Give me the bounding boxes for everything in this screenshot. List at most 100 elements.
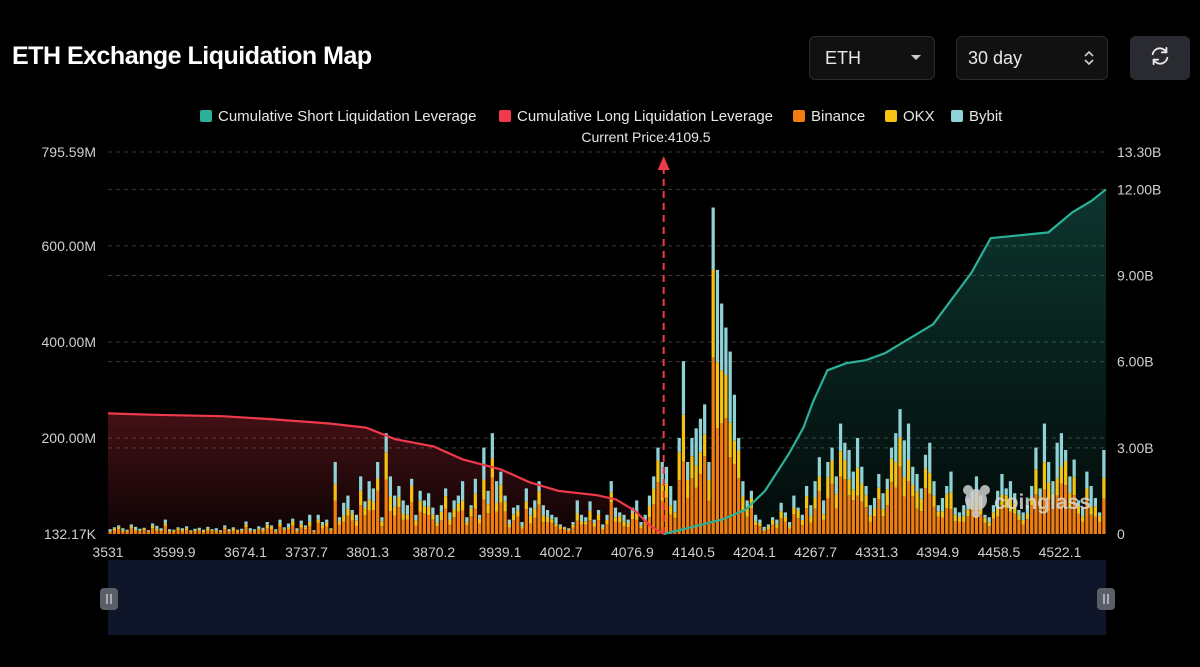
range-select[interactable]: 30 day <box>956 36 1108 80</box>
asset-select[interactable]: ETH <box>809 36 935 80</box>
bar-segment-okx <box>384 452 388 480</box>
bar-segment-binance <box>401 519 405 534</box>
bar-segment-okx <box>694 465 698 488</box>
bar-segment-binance <box>299 527 303 534</box>
bar-segment-bybit <box>707 461 711 480</box>
bar-segment-okx <box>337 521 342 525</box>
bar-segment-bybit <box>1000 473 1004 495</box>
bar-segment-okx <box>537 491 541 505</box>
bar-segment-okx <box>278 523 282 527</box>
bar-segment-binance <box>860 501 864 534</box>
bar-segment-bybit <box>371 488 376 502</box>
bar-segment-bybit <box>584 517 588 522</box>
legend-bybit[interactable]: Bybit <box>951 108 1003 125</box>
bar-segment-binance <box>902 496 906 534</box>
bar-segment-binance <box>456 511 460 534</box>
bar-segment-bybit <box>571 522 575 525</box>
bar-segment-okx <box>826 477 830 498</box>
bar-segment-okx <box>732 440 737 465</box>
bar-segment-binance <box>745 516 749 534</box>
legend-binance[interactable]: Binance <box>793 108 865 125</box>
bar-segment-binance <box>881 516 885 534</box>
bar-segment-binance <box>490 477 494 534</box>
bar-segment-bybit <box>643 514 647 520</box>
bar-segment-okx <box>448 519 452 525</box>
bar-segment-okx <box>567 529 571 532</box>
zoom-handle-right[interactable] <box>1097 588 1115 610</box>
bar-segment-binance <box>333 500 337 534</box>
zoom-handle-left[interactable] <box>100 588 118 610</box>
bar-segment-okx <box>1013 503 1017 514</box>
bar-segment-bybit <box>1068 476 1072 494</box>
bar-segment-okx <box>915 491 919 509</box>
bar-segment-bybit <box>698 418 703 453</box>
bar-segment-bybit <box>1098 512 1102 517</box>
bar-segment-bybit <box>363 501 367 508</box>
zoom-slider[interactable] <box>100 560 1115 635</box>
bar-segment-binance <box>533 517 537 534</box>
bar-segment-okx <box>1055 478 1059 496</box>
bar-segment-bybit <box>626 519 630 524</box>
bar-segment-okx <box>889 458 894 483</box>
bar-segment-binance <box>979 514 983 534</box>
bar-segment-bybit <box>320 522 325 526</box>
bar-segment-bybit <box>771 517 775 521</box>
bar-segment-okx <box>690 456 694 479</box>
bar-segment-binance <box>1000 505 1004 534</box>
bar-segment-okx <box>1042 462 1047 490</box>
bar-segment-bybit <box>261 527 265 530</box>
bar-segment-bybit <box>418 490 422 501</box>
bar-segment-okx <box>724 375 728 419</box>
bar-segment-okx <box>388 496 393 511</box>
bar-segment-okx <box>830 460 834 484</box>
bar-segment-okx <box>261 529 265 532</box>
bar-segment-binance <box>422 513 426 534</box>
bar-segment-okx <box>635 512 639 520</box>
bar-segment-okx <box>477 518 482 524</box>
bar-segment-okx <box>762 529 766 532</box>
bar-segment-okx <box>664 483 669 498</box>
bar-segment-binance <box>528 523 533 534</box>
bar-segment-bybit <box>218 530 223 532</box>
bar-segment-okx <box>656 460 660 483</box>
bar-segment-bybit <box>894 433 898 463</box>
bar-segment-bybit <box>150 523 155 526</box>
bar-segment-bybit <box>448 512 452 520</box>
y-left-tick-label: 400.00M <box>42 334 96 350</box>
bar-segment-binance <box>1013 513 1017 534</box>
bar-segment-bybit <box>286 523 291 528</box>
bar-segment-okx <box>545 516 550 522</box>
bar-segment-okx <box>940 511 945 518</box>
bar-segment-binance <box>877 499 881 534</box>
bar-segment-okx <box>1047 482 1051 500</box>
legend-short-liq[interactable]: Cumulative Short Liquidation Leverage <box>200 108 477 125</box>
bar-segment-bybit <box>775 519 779 525</box>
bar-segment-bybit <box>117 525 121 527</box>
bar-segment-bybit <box>108 529 112 532</box>
bar-segment-bybit <box>435 514 439 524</box>
bar-segment-bybit <box>647 495 652 506</box>
bar-segment-okx <box>227 531 231 532</box>
bar-segment-binance <box>703 456 707 534</box>
legend-swatch-long <box>499 110 511 122</box>
bar-segment-okx <box>541 515 545 522</box>
bar-segment-bybit <box>677 437 681 453</box>
legend-long-liq[interactable]: Cumulative Long Liquidation Leverage <box>499 108 773 125</box>
bar-segment-okx <box>660 484 664 501</box>
x-tick-label: 4267.7 <box>794 544 837 560</box>
zoom-slider-track[interactable] <box>108 560 1106 635</box>
bar-segment-bybit <box>333 461 337 485</box>
bar-segment-binance <box>732 464 737 534</box>
bar-segment-bybit <box>974 476 979 492</box>
bar-segment-binance <box>1076 513 1081 534</box>
refresh-button[interactable] <box>1130 36 1190 80</box>
legend-okx[interactable]: OKX <box>885 108 935 125</box>
bar-segment-okx <box>686 479 690 498</box>
legend-swatch-bybit <box>951 110 963 122</box>
current-price-label: Current Price:4109.5 <box>581 129 710 145</box>
x-tick-label: 3939.1 <box>479 544 522 560</box>
bar-segment-bybit <box>851 471 855 490</box>
bar-segment-binance <box>945 508 949 534</box>
y-axis-left: 795.59M 600.00M 400.00M 200.00M 132.17K <box>42 144 97 542</box>
bar-segment-okx <box>533 508 537 518</box>
